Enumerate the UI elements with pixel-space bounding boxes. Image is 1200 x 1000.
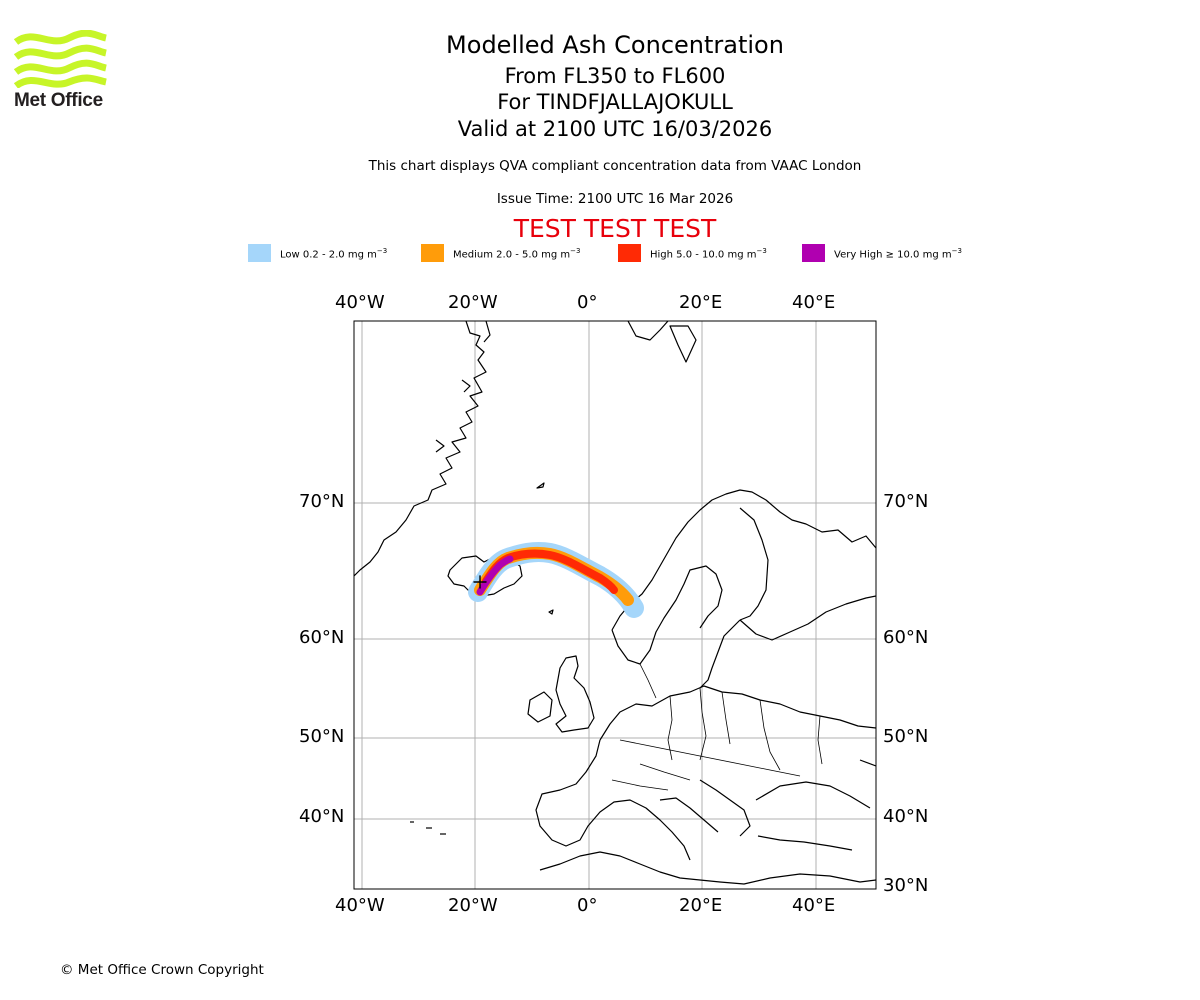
volcano-name: For TINDFJALLAJOKULL <box>497 90 733 114</box>
legend-label-medium: Medium 2.0 - 5.0 mg m <box>453 249 571 261</box>
met-office-waves-icon <box>13 29 107 89</box>
legend-label-very-high: Very High ≥ 10.0 mg m <box>834 249 952 261</box>
legend-unit-exp-high: −3 <box>756 247 767 255</box>
lat-tick-right: 50°N <box>883 726 929 747</box>
lon-tick-top: 20°W <box>448 292 498 313</box>
chart-description: This chart displays QVA compliant concen… <box>368 158 862 174</box>
lon-tick-top: 20°E <box>679 292 723 313</box>
ash-plume <box>468 541 644 618</box>
lat-tick-left: 40°N <box>299 806 345 827</box>
met-office-logo <box>13 29 109 112</box>
legend-unit-exp-medium: −3 <box>570 247 581 255</box>
issue-time: Issue Time: 2100 UTC 16 Mar 2026 <box>496 191 734 207</box>
volcano-marker <box>473 575 487 589</box>
legend-swatch-very-high <box>802 244 825 262</box>
chart-title: Modelled Ash Concentration <box>446 31 784 59</box>
lat-tick-left: 50°N <box>299 726 345 747</box>
lon-tick-bottom: 0° <box>577 895 598 916</box>
lon-tick-top: 40°W <box>335 292 385 313</box>
lat-tick-right: 70°N <box>883 491 929 512</box>
map-frame <box>353 320 877 890</box>
legend-swatch-medium <box>421 244 444 262</box>
lat-tick-left: 70°N <box>299 491 345 512</box>
lon-tick-top: 40°E <box>792 292 836 313</box>
legend-unit-exp-low: −3 <box>376 247 388 255</box>
map-gridlines <box>354 321 876 889</box>
test-banner: TEST TEST TEST <box>513 214 717 243</box>
map-coastlines <box>354 321 876 885</box>
lon-tick-bottom: 20°W <box>448 895 498 916</box>
legend-swatch-high <box>618 244 641 262</box>
copyright: © Met Office Crown Copyright <box>60 962 264 978</box>
map-borders <box>611 663 823 791</box>
valid-time: Valid at 2100 UTC 16/03/2026 <box>457 117 773 141</box>
lat-tick-right: 30°N <box>883 875 929 896</box>
plume-very-high <box>476 555 514 596</box>
lon-tick-top: 0° <box>577 292 598 313</box>
lat-tick-left: 60°N <box>299 627 345 648</box>
lat-tick-right: 60°N <box>883 627 929 648</box>
lon-tick-bottom: 40°E <box>792 895 836 916</box>
lon-tick-bottom: 20°E <box>679 895 723 916</box>
flight-levels: From FL350 to FL600 <box>504 64 726 88</box>
legend-label-high: High 5.0 - 10.0 mg m <box>650 249 757 261</box>
met-office-logo-text: Met Office <box>14 90 103 111</box>
legend-label-low: Low 0.2 - 2.0 mg m <box>280 249 377 261</box>
lat-tick-right: 40°N <box>883 806 929 827</box>
legend-unit-exp-very-high: −3 <box>951 247 962 255</box>
legend-swatch-low <box>248 244 271 262</box>
lon-tick-bottom: 40°W <box>335 895 385 916</box>
